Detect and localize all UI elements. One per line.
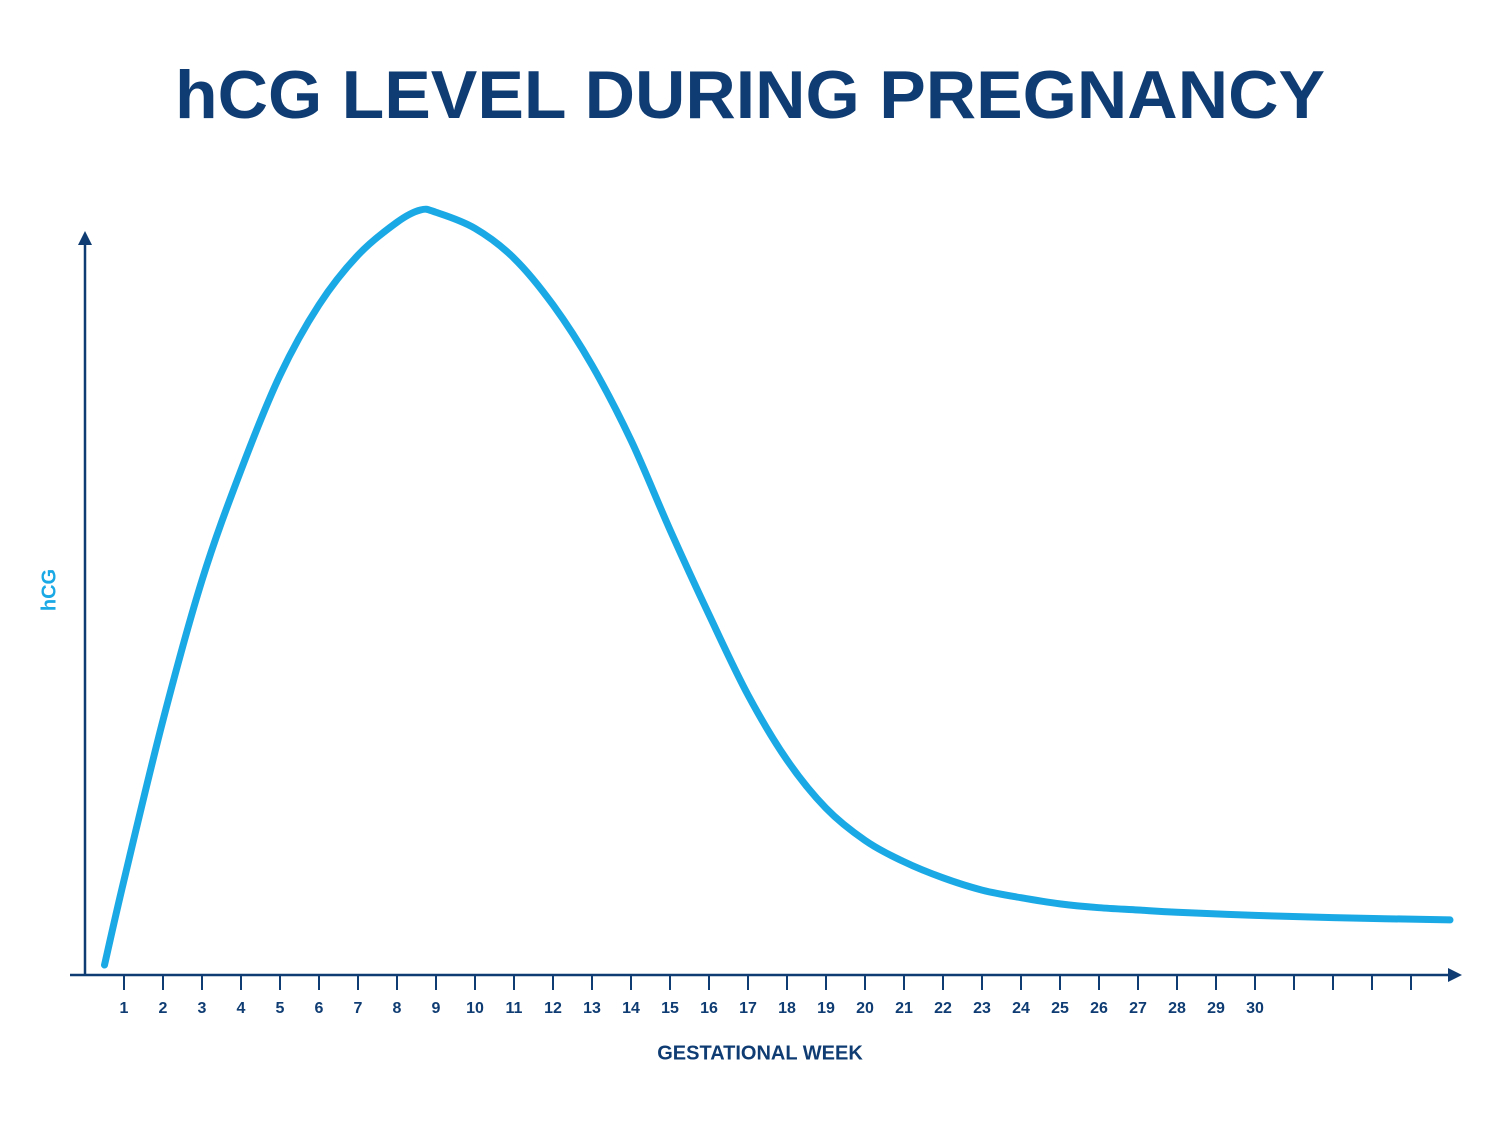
x-tick-label: 13 [583,1000,601,1017]
x-tick-label: 6 [315,1000,324,1017]
x-tick-label: 24 [1012,1000,1030,1017]
x-tick-label: 15 [661,1000,679,1017]
x-tick-label: 8 [393,1000,402,1017]
x-tick-label: 19 [817,1000,835,1017]
data-line [101,205,1454,969]
x-tick-label: 10 [466,1000,484,1017]
y-axis-label: hCG [38,569,60,611]
x-tick-label: 17 [739,1000,757,1017]
x-tick-label: 28 [1168,1000,1186,1017]
x-tick-label: 21 [895,1000,913,1017]
x-tick-label: 1 [120,1000,129,1017]
x-tick-label: 16 [700,1000,718,1017]
x-tick-label: 20 [856,1000,874,1017]
chart-title: hCG LEVEL DURING PREGNANCY [175,57,1325,133]
x-tick-label: 23 [973,1000,991,1017]
x-tick-label: 2 [159,1000,168,1017]
x-tick-label: 12 [544,1000,562,1017]
x-tick-label: 11 [506,1000,523,1017]
x-tick-label: 30 [1246,1000,1264,1017]
x-tick-label: 18 [778,1000,796,1017]
x-tick-label: 14 [622,1000,640,1017]
x-tick-label: 22 [934,1000,952,1017]
x-tick-label: 9 [432,1000,441,1017]
x-axis-label: GESTATIONAL WEEK [657,1042,863,1064]
x-tick-label: 5 [276,1000,285,1017]
x-axis-arrow [1448,968,1462,982]
x-tick-label: 25 [1051,1000,1069,1017]
x-tick-label: 7 [354,1000,363,1017]
x-tick-label: 29 [1207,1000,1225,1017]
y-axis-arrow [78,231,92,245]
x-tick-label: 4 [237,1000,246,1017]
x-tick-label: 27 [1129,1000,1147,1017]
x-tick-label: 26 [1090,1000,1108,1017]
x-tick-label: 3 [198,1000,207,1017]
